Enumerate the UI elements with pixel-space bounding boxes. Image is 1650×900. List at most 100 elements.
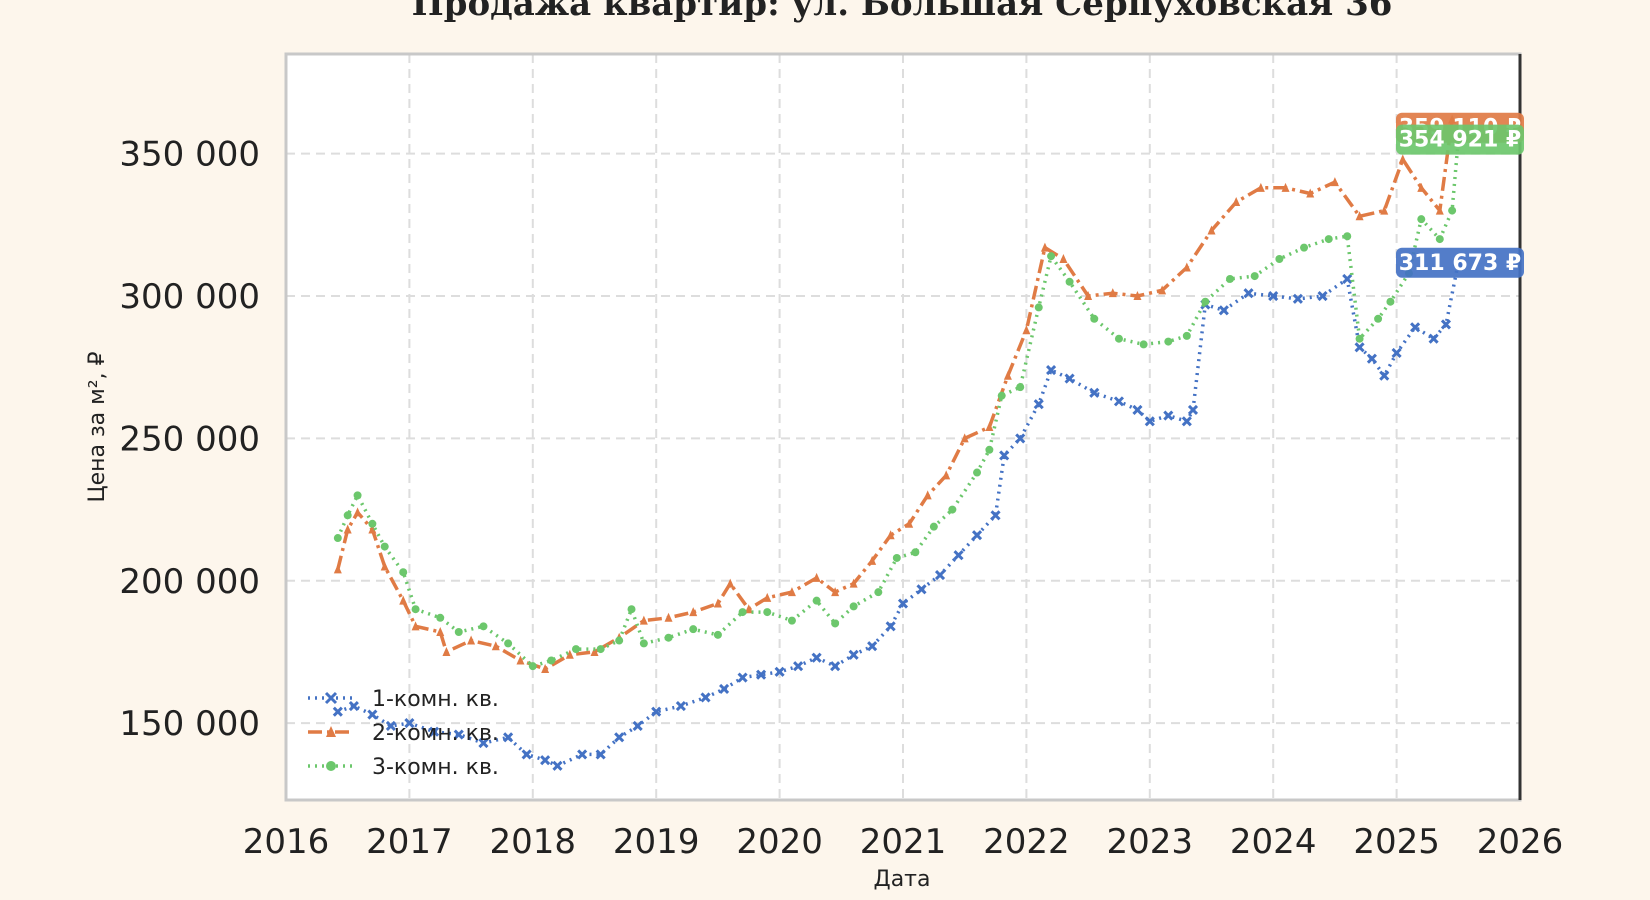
- data-point: [541, 664, 550, 674]
- data-point: [479, 622, 488, 631]
- x-tick-label: 2021: [860, 822, 947, 862]
- data-point: [1207, 225, 1216, 235]
- data-point: [971, 530, 983, 541]
- data-point: [990, 510, 1001, 521]
- data-point: [849, 602, 858, 611]
- data-point: [1417, 182, 1426, 192]
- legend-item: 1-комн. кв.: [308, 687, 499, 712]
- data-point: [348, 700, 359, 712]
- y-tick-label: 250 000: [119, 419, 260, 459]
- data-point: [1342, 273, 1353, 284]
- data-point: [923, 490, 932, 500]
- data-point: [1181, 416, 1192, 427]
- data-point: [326, 761, 336, 771]
- data-point: [1281, 182, 1290, 192]
- legend-item: 2-комн. кв.: [308, 721, 499, 746]
- data-point: [333, 534, 342, 543]
- data-point: [367, 709, 378, 720]
- data-point: [1003, 370, 1012, 380]
- data-point: [1379, 370, 1390, 381]
- data-point: [1182, 331, 1191, 340]
- data-point: [368, 519, 377, 528]
- data-point: [1133, 291, 1142, 301]
- data-point: [763, 608, 772, 617]
- data-point: [639, 639, 648, 648]
- data-point: [614, 732, 625, 743]
- data-point: [848, 649, 859, 660]
- x-tick-label: 2022: [983, 822, 1070, 862]
- data-point: [1275, 255, 1284, 264]
- data-point: [1317, 290, 1328, 302]
- data-point: [1380, 205, 1389, 215]
- data-point: [491, 641, 500, 651]
- data-point: [719, 683, 730, 695]
- data-point: [1343, 232, 1352, 241]
- data-point: [385, 720, 396, 732]
- data-point: [651, 706, 662, 717]
- last-value-label: 311 673 ₽: [1399, 251, 1521, 276]
- data-point: [1144, 416, 1155, 427]
- data-point: [1033, 399, 1044, 410]
- data-point: [726, 578, 735, 588]
- data-point: [868, 555, 877, 565]
- data-point: [885, 621, 896, 632]
- data-point: [571, 645, 580, 654]
- data-point: [1232, 197, 1241, 207]
- data-point: [911, 548, 920, 557]
- data-point: [504, 639, 513, 648]
- data-point: [942, 470, 951, 480]
- series-layer: [332, 114, 1464, 771]
- data-point: [596, 645, 605, 654]
- data-point: [675, 700, 686, 712]
- x-tick-label: 2020: [736, 822, 823, 862]
- y-tick-labels: 150 000 200 000 250 000 300 000 350 000: [119, 135, 260, 744]
- data-point: [874, 588, 883, 597]
- data-point: [1435, 205, 1444, 215]
- data-point: [1250, 272, 1259, 281]
- data-point: [1218, 305, 1229, 316]
- data-point: [973, 468, 982, 477]
- legend-label: 1-комн. кв.: [372, 687, 499, 712]
- data-point: [1187, 404, 1199, 415]
- data-point: [1022, 325, 1031, 335]
- data-point: [326, 726, 336, 737]
- data-point: [1292, 293, 1303, 304]
- data-point: [689, 625, 698, 634]
- data-point: [547, 656, 556, 665]
- data-point: [812, 596, 821, 605]
- data-point: [1164, 337, 1173, 346]
- data-point: [953, 550, 964, 561]
- data-point: [897, 598, 909, 609]
- data-point: [516, 655, 525, 665]
- data-point: [615, 636, 624, 645]
- data-point: [831, 619, 840, 628]
- data-point: [1158, 285, 1167, 295]
- data-point: [787, 587, 796, 597]
- data-point: [1047, 252, 1056, 261]
- data-point: [436, 627, 445, 637]
- data-point: [1090, 314, 1099, 323]
- data-point: [1256, 182, 1265, 192]
- data-point: [1330, 177, 1339, 187]
- data-point: [892, 553, 901, 562]
- data-point: [1132, 404, 1143, 415]
- data-point: [985, 422, 994, 431]
- last-value-label: 354 921 ₽: [1399, 128, 1521, 153]
- y-tick-label: 200 000: [119, 562, 260, 602]
- x-tick-label: 2026: [1477, 822, 1564, 862]
- data-point: [1108, 288, 1117, 298]
- data-point: [467, 635, 476, 645]
- data-point: [1374, 314, 1383, 323]
- data-point: [1435, 235, 1444, 244]
- data-point: [774, 666, 785, 677]
- y-tick-label: 350 000: [119, 135, 260, 175]
- data-point: [353, 507, 362, 517]
- data-point: [867, 641, 878, 652]
- data-point: [948, 505, 957, 514]
- data-point: [793, 661, 804, 672]
- x-tick-label: 2016: [243, 822, 330, 862]
- data-point: [333, 564, 342, 574]
- data-point: [1354, 342, 1365, 353]
- data-point: [590, 646, 599, 656]
- data-point: [1417, 215, 1426, 224]
